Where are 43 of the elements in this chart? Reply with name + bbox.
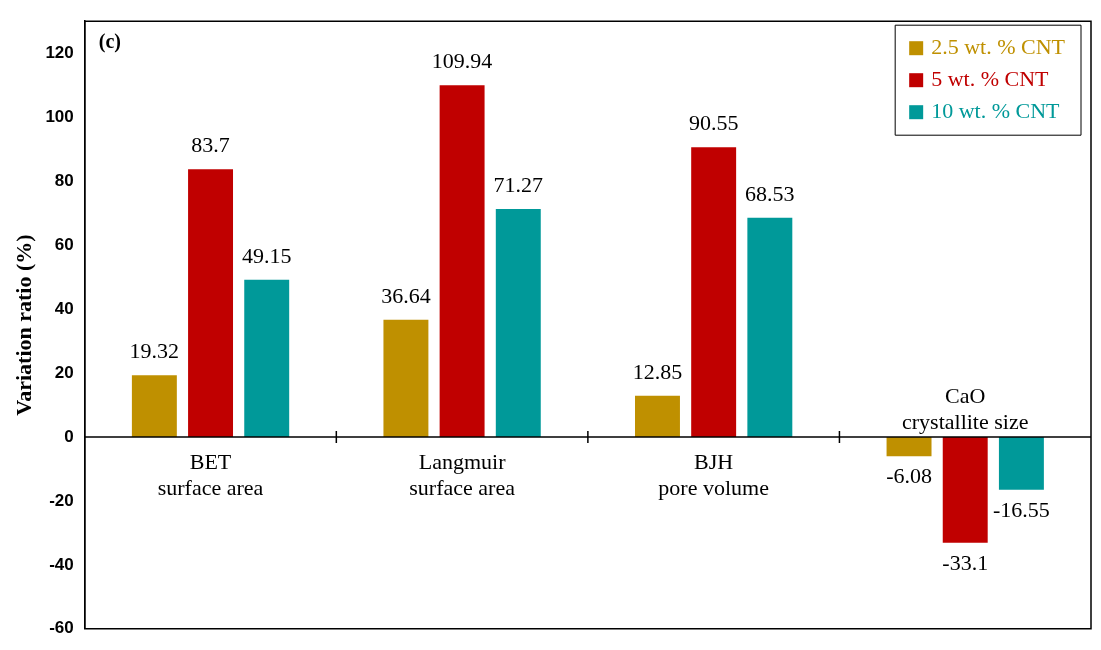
bar [691, 147, 737, 437]
annotation: (c) [98, 30, 121, 54]
legend-label: 10 wt. % CNT [931, 97, 1061, 123]
legend-label: 2.5 wt. % CNT [931, 33, 1066, 59]
bar [747, 217, 793, 437]
bar [635, 395, 680, 437]
y-tick-label: 120 [45, 42, 74, 62]
y-tick-label: 100 [45, 106, 74, 126]
data-label: 49.15 [241, 242, 292, 268]
bar [439, 85, 485, 437]
data-label: 19.32 [129, 337, 180, 363]
data-label: 109.94 [431, 48, 493, 74]
y-tick-label: 80 [54, 170, 74, 190]
bar [188, 169, 234, 437]
x-tick-label: BJH pore volume [658, 448, 769, 500]
data-label: 12.85 [632, 358, 683, 384]
y-tick-label: -40 [49, 554, 74, 574]
bar [998, 436, 1044, 490]
y-tick-label: 0 [64, 426, 74, 446]
bar [383, 319, 429, 437]
y-tick-label: 20 [54, 362, 74, 382]
y-axis-title: Variation ratio (%) [10, 234, 36, 416]
data-label: 36.64 [381, 282, 431, 308]
data-label: 71.27 [493, 171, 544, 197]
y-tick-label: 60 [54, 234, 74, 254]
y-tick-label: -60 [49, 618, 74, 638]
data-label: 90.55 [688, 110, 739, 136]
x-tick-label: BET surface area [157, 448, 264, 500]
legend-label: 5 wt. % CNT [931, 65, 1050, 91]
bar [886, 436, 932, 457]
bar [942, 436, 988, 543]
bar [495, 209, 541, 437]
data-label: -6.08 [886, 463, 932, 489]
bar [131, 375, 177, 437]
data-label: -33.1 [942, 549, 989, 575]
x-tick-label: CaO crystallite size [901, 382, 1029, 434]
bar [244, 279, 290, 437]
data-label: 68.53 [745, 180, 795, 206]
y-tick-label: -20 [49, 490, 74, 510]
y-tick-label: 40 [54, 298, 74, 318]
x-tick-label: Langmuir surface area [409, 448, 516, 500]
data-label: 83.7 [191, 132, 230, 158]
data-label: -16.55 [992, 496, 1050, 522]
